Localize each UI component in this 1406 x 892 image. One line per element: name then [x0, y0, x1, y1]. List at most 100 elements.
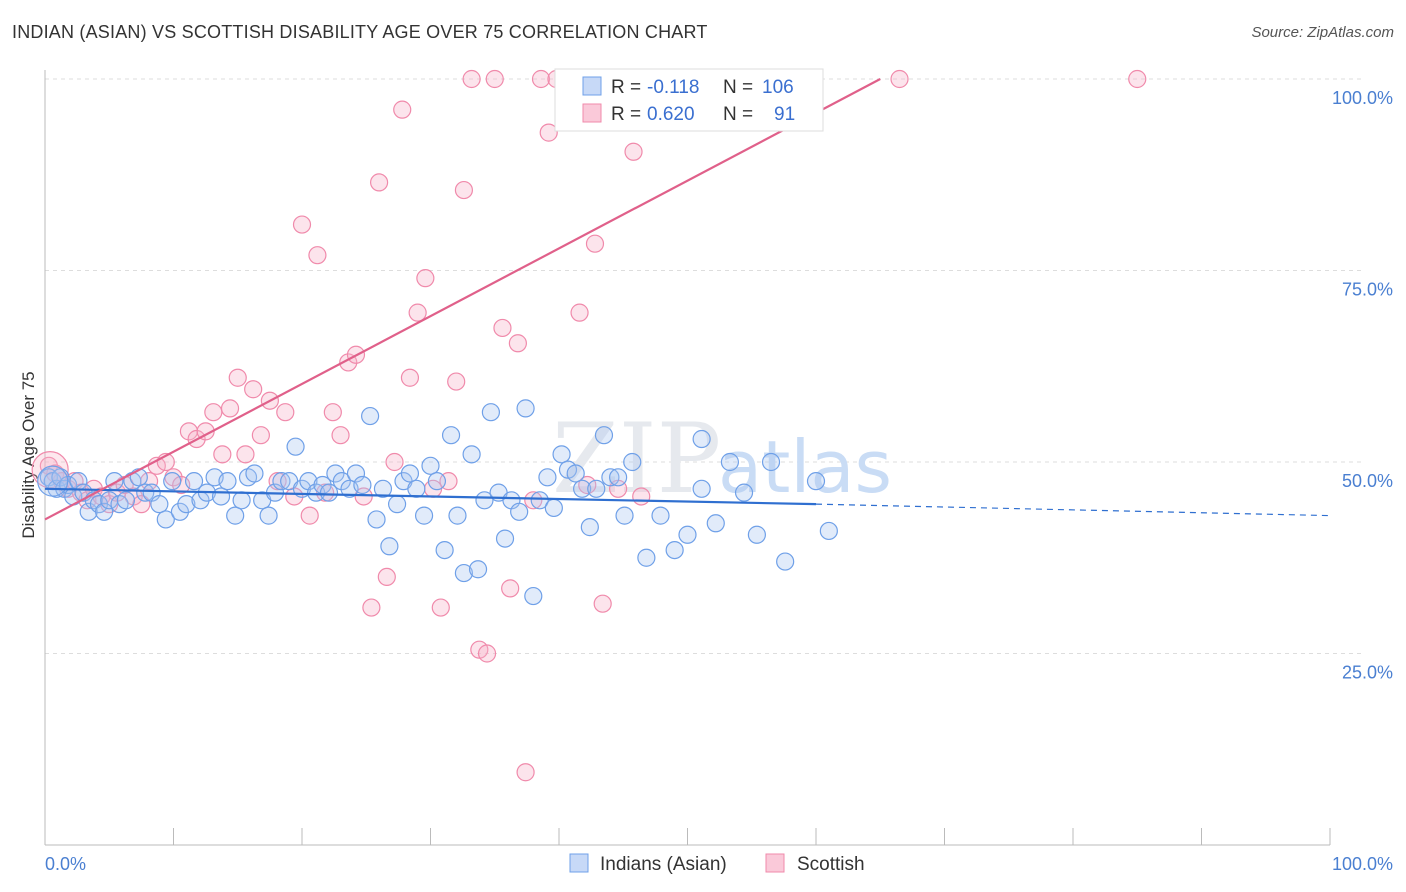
data-point	[377, 567, 396, 587]
data-point	[524, 586, 543, 606]
data-point	[734, 483, 754, 502]
data-point	[601, 468, 620, 487]
legend-box: R = -0.118 N = 106 R = 0.620 N = 91	[554, 68, 824, 132]
data-point	[400, 368, 420, 387]
legend-n-pink: 91	[774, 104, 795, 125]
data-point	[431, 598, 450, 617]
data-point	[387, 495, 407, 514]
data-point	[570, 303, 589, 322]
data-point	[623, 452, 642, 472]
series-indians-asian	[37, 399, 838, 606]
data-point	[632, 487, 651, 506]
data-point	[204, 403, 223, 422]
data-point	[615, 506, 634, 525]
data-point	[665, 540, 684, 560]
data-point	[300, 506, 319, 525]
data-point	[259, 506, 278, 525]
data-point	[462, 445, 481, 464]
data-point	[531, 69, 551, 89]
data-point	[530, 491, 549, 510]
data-point	[31, 451, 69, 489]
data-point	[776, 552, 795, 571]
data-point	[245, 464, 264, 483]
data-point	[539, 123, 558, 142]
data-point	[462, 69, 481, 89]
data-point	[468, 560, 488, 579]
x-tick-label: 100.0%	[1332, 854, 1393, 874]
data-point	[393, 100, 412, 119]
legend-r-blue: -0.118	[647, 77, 699, 98]
data-point	[819, 521, 838, 541]
data-point	[361, 406, 380, 426]
bottom-legend: Indians (Asian) Scottish	[569, 853, 865, 875]
watermark-atlas: atlas	[718, 425, 892, 509]
data-point	[380, 537, 399, 556]
data-point	[501, 579, 520, 598]
data-point	[692, 429, 711, 449]
data-point	[454, 563, 474, 583]
data-point	[448, 506, 467, 525]
x-tick-label: 0.0%	[45, 854, 86, 874]
data-point	[211, 487, 231, 506]
data-point	[516, 399, 535, 418]
data-point	[890, 69, 909, 89]
data-point	[177, 495, 196, 514]
y-axis-label: Disability Age Over 75	[19, 371, 38, 538]
data-point	[587, 479, 606, 498]
bottom-legend-swatch-pink	[765, 853, 785, 873]
trend-line-indians-asian	[44, 487, 817, 506]
y-tick-label: 50.0%	[1342, 471, 1393, 491]
bottom-legend-swatch-blue	[569, 853, 589, 873]
grid	[45, 78, 1365, 654]
watermark: ZIP atlas	[552, 403, 892, 515]
data-point	[573, 479, 592, 498]
data-point	[585, 234, 605, 253]
data-point	[332, 472, 351, 491]
y-tick-label: 25.0%	[1342, 663, 1393, 683]
data-point	[761, 452, 781, 472]
data-point	[292, 215, 312, 234]
data-point	[385, 452, 404, 472]
data-point	[416, 269, 435, 288]
data-point	[218, 472, 237, 491]
y-tick-label: 100.0%	[1332, 88, 1393, 108]
data-point	[706, 514, 725, 533]
data-point	[362, 598, 381, 617]
data-point	[319, 483, 339, 502]
data-point	[637, 548, 656, 567]
data-point	[594, 426, 614, 445]
bottom-legend-label-pink: Scottish	[797, 854, 865, 875]
data-point	[331, 426, 350, 445]
data-point	[414, 506, 434, 525]
data-point	[524, 491, 543, 510]
data-point	[508, 334, 527, 353]
x-ticks: 0.0% 100.0%	[44, 828, 1393, 874]
data-point	[624, 142, 643, 161]
data-point	[354, 487, 373, 506]
data-point	[421, 456, 440, 475]
data-point	[510, 502, 529, 521]
data-point	[427, 472, 447, 491]
data-point	[373, 479, 393, 498]
data-point	[132, 495, 151, 514]
data-point	[538, 468, 557, 487]
data-point	[251, 426, 270, 445]
data-point	[346, 464, 366, 483]
data-point	[136, 483, 155, 502]
data-point	[692, 479, 711, 498]
data-point	[308, 246, 327, 265]
trend-line-indians-asian-projection	[815, 503, 1331, 517]
data-point	[150, 495, 169, 514]
legend-r-label-blue: R =	[611, 77, 641, 98]
data-point	[156, 510, 175, 529]
data-point	[95, 502, 114, 521]
watermark-zip: ZIP	[552, 403, 721, 515]
data-point	[516, 763, 535, 782]
legend-n-label-pink: N =	[723, 104, 753, 125]
data-point	[1128, 69, 1147, 89]
data-point	[272, 472, 291, 491]
data-point	[609, 468, 628, 487]
chart-title: INDIAN (ASIAN) VS SCOTTISH DISABILITY AG…	[12, 22, 708, 42]
data-point	[367, 510, 386, 529]
